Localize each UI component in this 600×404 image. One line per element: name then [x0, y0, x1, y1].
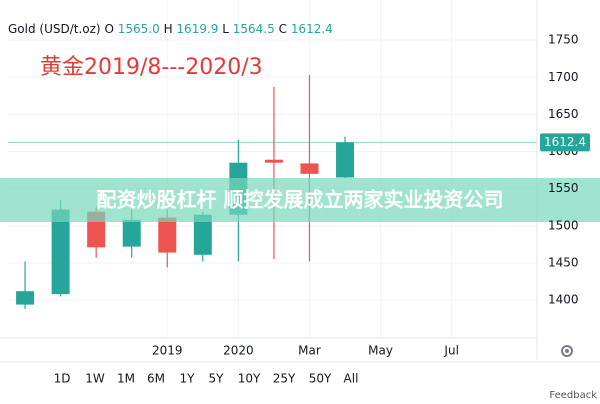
y-tick-label: 1450 [548, 255, 579, 269]
x-tick-label: 2019 [152, 344, 183, 358]
range-button[interactable]: 1Y [180, 372, 196, 386]
header-text: 1564.5 [233, 22, 275, 36]
y-tick-label: 1550 [548, 181, 579, 195]
range-button[interactable]: 1M [117, 372, 135, 386]
range-button[interactable]: 1W [85, 372, 105, 386]
annotation: 黄金2019/8---2020/3 [40, 55, 263, 80]
header-text: L [222, 22, 229, 36]
header-text: 1619.9 [176, 22, 218, 36]
header-text: 1612.4 [291, 22, 333, 36]
candle-body [16, 291, 35, 305]
header-text: 1565.0 [118, 22, 160, 36]
y-tick-label: 1650 [548, 107, 579, 121]
candle-body [122, 219, 141, 247]
feedback-link[interactable]: Feedback [549, 390, 597, 401]
y-tick-label: 1750 [548, 33, 579, 47]
last-price-label: 1612.4 [544, 135, 586, 149]
header-text: Gold (USD/t.oz) [8, 22, 101, 36]
range-button[interactable]: All [344, 372, 359, 386]
settings-icon[interactable] [561, 345, 573, 357]
range-button[interactable]: 6M [147, 372, 165, 386]
header-text: O [104, 22, 113, 36]
range-button[interactable]: 10Y [238, 372, 261, 386]
range-button[interactable]: 1D [54, 372, 71, 386]
candle-body [336, 142, 355, 178]
x-tick-label: May [368, 344, 393, 358]
candle-body [193, 214, 212, 255]
candle-body [158, 217, 177, 253]
candle-body [264, 159, 283, 163]
plot-area [8, 0, 537, 338]
y-tick-label: 1400 [548, 293, 579, 307]
watermark-band [0, 178, 600, 222]
x-tick-label: Mar [298, 344, 321, 358]
y-tick-label: 1700 [548, 70, 579, 84]
range-button[interactable]: 25Y [273, 372, 296, 386]
range-button[interactable]: 50Y [309, 372, 332, 386]
header-text: H [164, 22, 173, 36]
header-text: C [279, 22, 287, 36]
watermark: 配资炒股杠杆 顺控发展成立两家实业投资公司 [97, 188, 504, 212]
legend-header: Gold (USD/t.oz) O 1565.0 H 1619.9 L 1564… [8, 22, 333, 36]
last-price-box [540, 133, 590, 152]
candle-body [51, 209, 70, 295]
candle-body [300, 163, 319, 174]
y-tick-label: 1500 [548, 218, 579, 232]
range-button[interactable]: 5Y [209, 372, 225, 386]
x-tick-label: 2020 [223, 344, 254, 358]
x-tick-label: Jul [443, 344, 458, 358]
